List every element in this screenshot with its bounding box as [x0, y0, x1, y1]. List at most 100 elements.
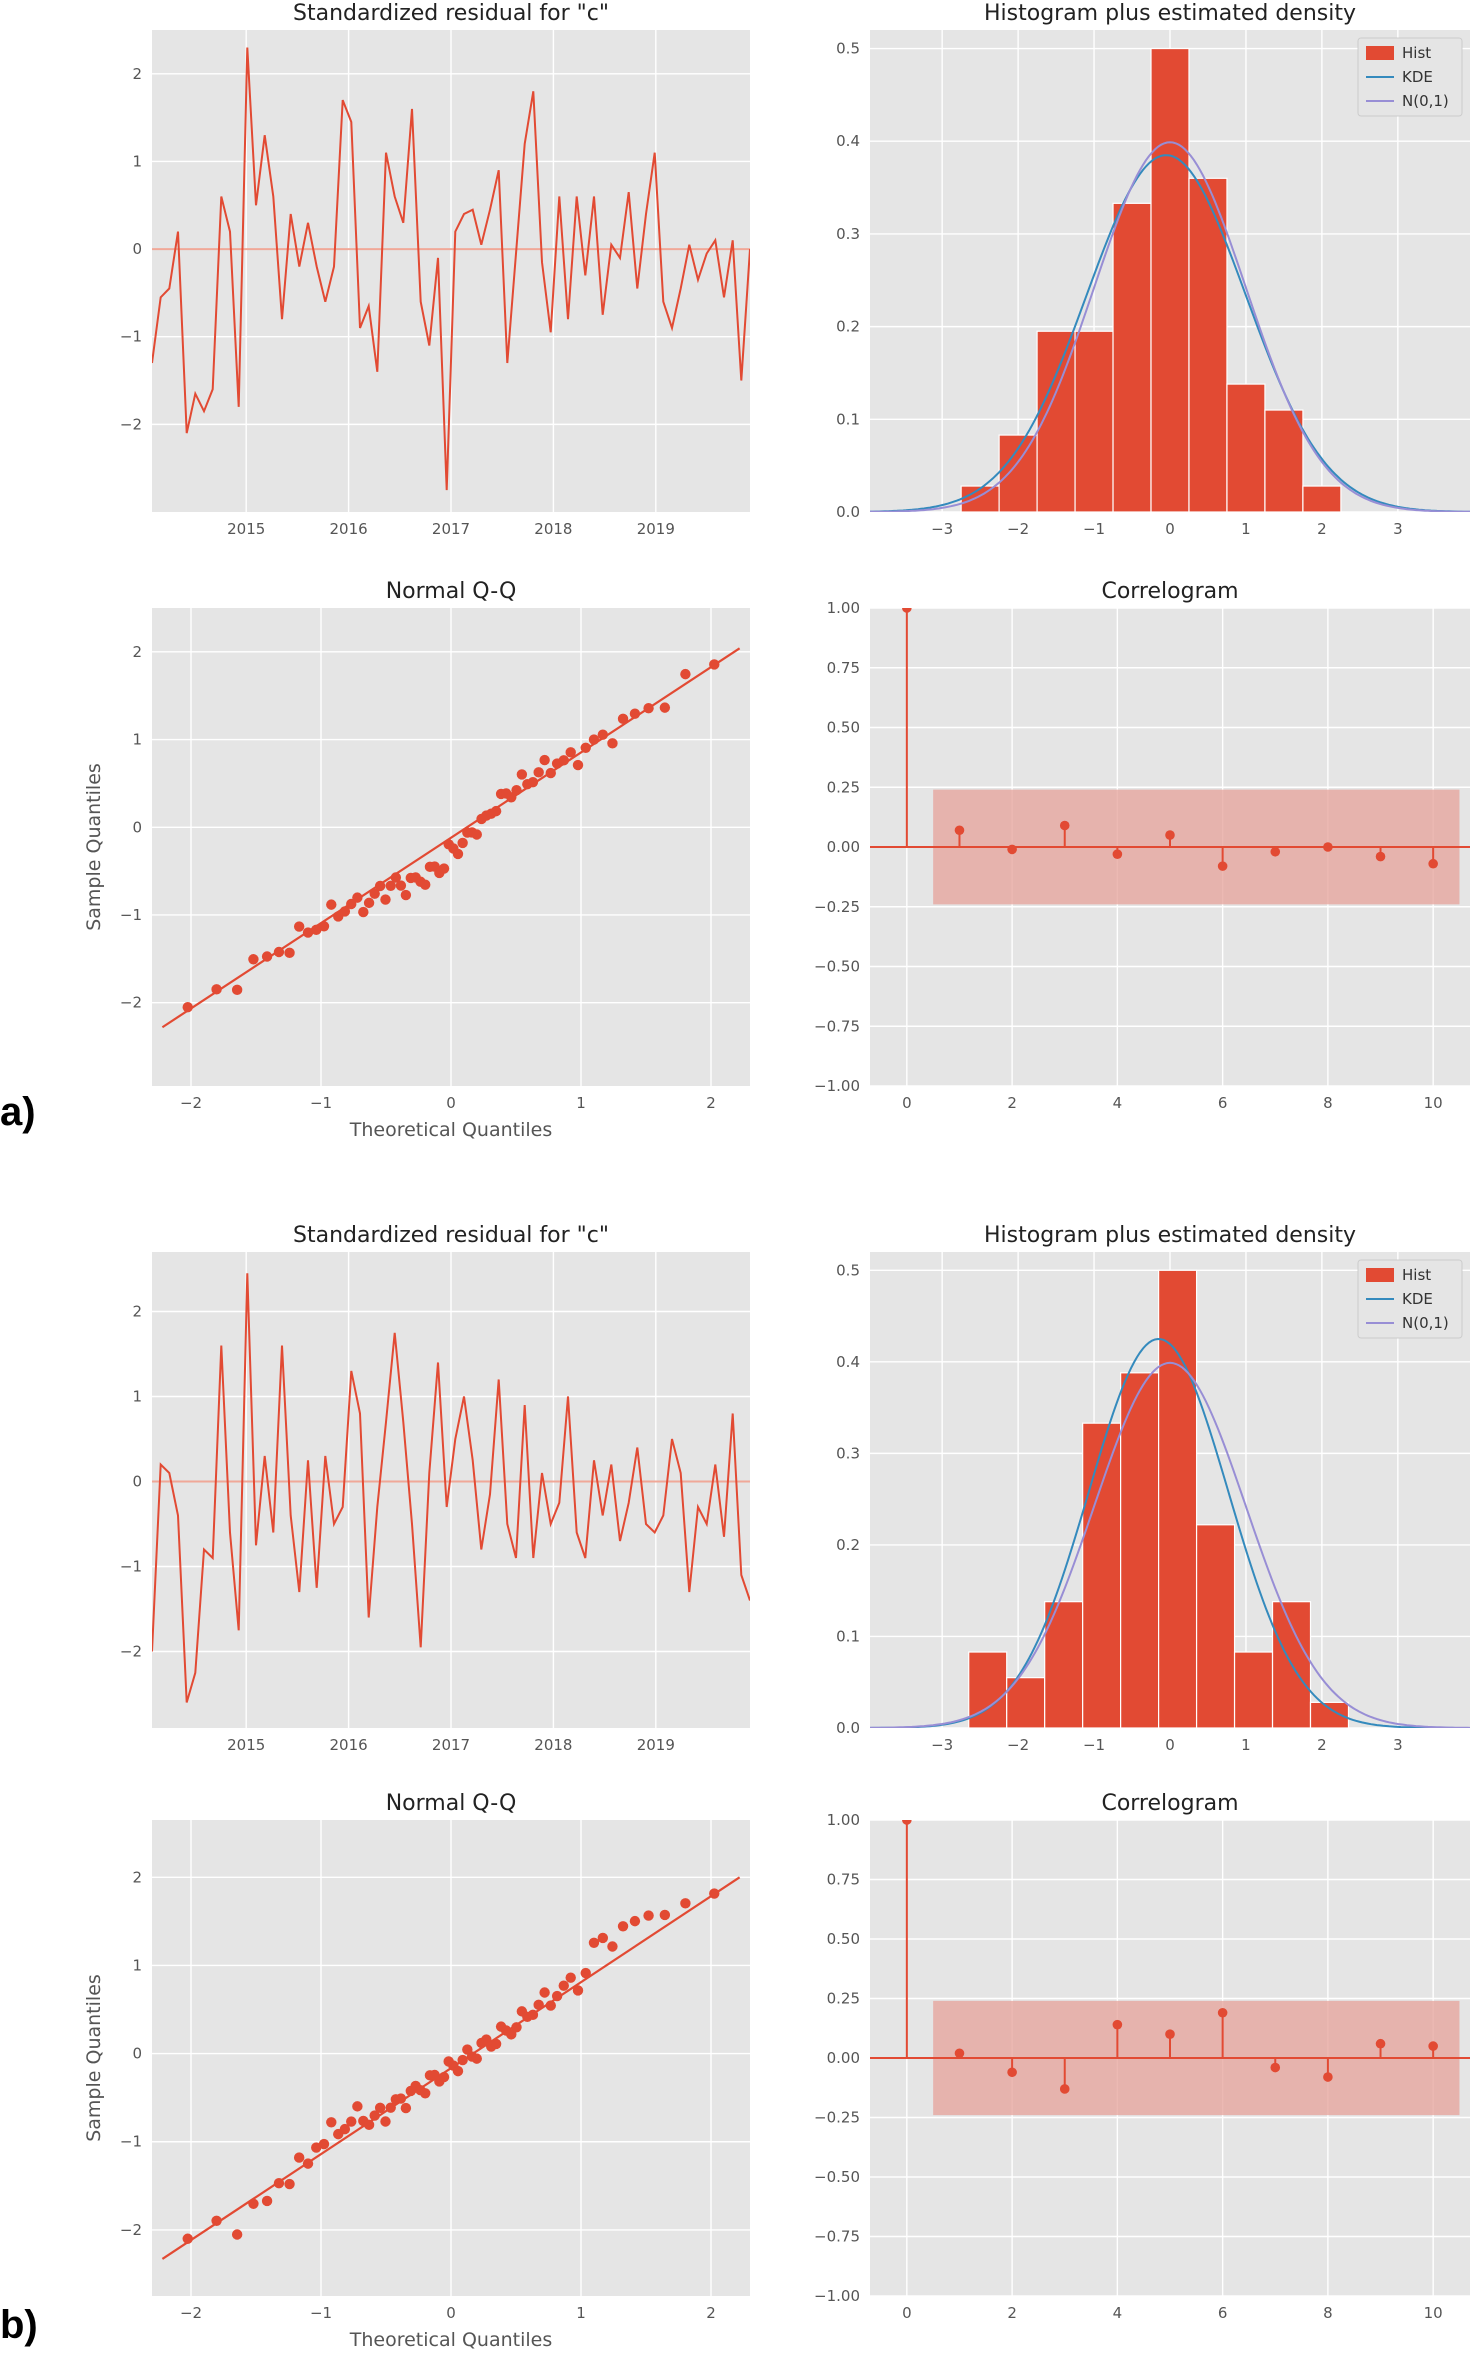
- chart-a-top-right-xtick-label: −1: [1083, 520, 1105, 538]
- chart-a-top-right-xtick-label: 0: [1165, 520, 1175, 538]
- chart-b-top-right-legend-label: N(0,1): [1402, 1314, 1449, 1332]
- chart-a-bottom-left-ytick-label: 0: [132, 818, 142, 836]
- chart-a-bottom-left-sample-point: [352, 892, 363, 903]
- chart-b-top-right-legend-label: Hist: [1402, 1266, 1431, 1284]
- chart-b-bottom-right-ytick-label: −0.75: [814, 2228, 860, 2246]
- chart-a-top-right-legend-swatch-hist: [1366, 46, 1394, 60]
- chart-a-top-left-xtick-label: 2018: [534, 520, 572, 538]
- chart-b-bottom-left-sample-point: [539, 1987, 550, 1998]
- chart-a-bottom-left-sample-point: [457, 837, 468, 849]
- chart-b-top-right-xtick-label: 0: [1165, 1736, 1175, 1754]
- chart-a-bottom-left-sample-point: [211, 984, 222, 995]
- panel-label-b: b): [0, 2303, 38, 2347]
- chart-a-bottom-left-sample-point: [231, 984, 243, 996]
- chart-a-bottom-left-sample-point: [318, 921, 330, 932]
- chart-b-top-left-ytick-label: −2: [120, 1643, 142, 1661]
- chart-b-top-right-ytick-label: 0.4: [836, 1353, 860, 1371]
- chart-b-top-right-ytick-label: 0.1: [836, 1627, 860, 1645]
- chart-b-bottom-left-xlabel: Theoretical Quantiles: [349, 2329, 552, 2351]
- chart-a-top-right-hist-bar: [960, 485, 1000, 512]
- chart-b-top-left-ytick-label: −1: [120, 1558, 142, 1576]
- chart-a-bottom-left-sample-point: [607, 738, 618, 749]
- chart-b-top-left-ytick-label: 0: [132, 1473, 142, 1491]
- chart-b-bottom-right-title: Correlogram: [1101, 1791, 1238, 1816]
- chart-a-bottom-left-ylabel: Sample Quantiles: [83, 763, 105, 931]
- chart-a-bottom-left-sample-point: [527, 777, 539, 788]
- chart-a-bottom-left-sample-point: [369, 888, 380, 899]
- chart-b-bottom-left-sample-point: [231, 2229, 243, 2240]
- chart-b-bottom-left-sample-point: [527, 2009, 539, 2021]
- chart-b-bottom-left-sample-point: [248, 2198, 259, 2209]
- chart-a-top-right-xtick-label: 3: [1393, 520, 1403, 538]
- chart-b-top-left-title: Standardized residual for "c": [293, 1223, 609, 1248]
- chart-b-bottom-left-sample-point: [395, 2093, 407, 2104]
- chart-a-bottom-left-sample-point: [326, 899, 337, 910]
- chart-a-top-right-xtick-label: −3: [931, 520, 953, 538]
- chart-a-bottom-left-ytick-label: 2: [132, 643, 142, 661]
- chart-b-bottom-right-ytick-label: 0.75: [827, 1871, 860, 1889]
- chart-a-bottom-left-sample-point: [390, 872, 402, 883]
- chart-a-bottom-left-ytick-label: −2: [120, 994, 142, 1012]
- chart-a-bottom-left-sample-point: [358, 906, 369, 918]
- chart-b-bottom-left-ytick-label: −2: [120, 2221, 142, 2239]
- chart-b-top-right-legend-label: KDE: [1402, 1290, 1433, 1308]
- chart-a-top-right-legend-label: KDE: [1402, 68, 1433, 86]
- chart-a-bottom-left-sample-point: [380, 894, 391, 905]
- chart-a-bottom-left-sample-point: [629, 708, 641, 719]
- chart-a-top-right-hist-bar: [1302, 485, 1342, 512]
- chart-a-top-left-ytick-label: 2: [132, 65, 142, 83]
- chart-b-bottom-left-sample-point: [438, 2071, 450, 2083]
- chart-b-bottom-right-stem-marker: [1112, 2019, 1123, 2030]
- chart-b-bottom-right-stem-marker: [1428, 2041, 1438, 2051]
- chart-a-bottom-left-sample-point: [709, 659, 720, 670]
- chart-b-top-right-hist-bar: [1233, 1651, 1274, 1728]
- chart-b-top-right-hist-bar: [1082, 1422, 1122, 1728]
- chart-b-bottom-left-sample-point: [318, 2138, 330, 2150]
- chart-a-top-right-xtick-label: 2: [1317, 520, 1327, 538]
- chart-a-bottom-right-stem-marker: [1323, 842, 1333, 852]
- chart-a-top-right-ytick-label: 0.3: [836, 225, 860, 243]
- chart-a-top-right-normal-curve: [870, 141, 1470, 512]
- chart-a-top-left-ytick-label: 0: [132, 240, 142, 258]
- chart-b-bottom-left-sample-point: [607, 1941, 618, 1952]
- chart-a-top-left-xtick-label: 2017: [432, 520, 470, 538]
- chart-a-bottom-left-title: Normal Q-Q: [386, 579, 517, 604]
- chart-a-bottom-right-ytick-label: 1.00: [827, 599, 860, 617]
- chart-b-bottom-left-sample-point: [400, 2102, 412, 2114]
- chart-a-top-right-ytick-label: 0.0: [836, 503, 860, 521]
- chart-a-bottom-right-ytick-label: −0.25: [814, 898, 860, 916]
- chart-b-bottom-right-stem-marker: [1165, 2029, 1175, 2039]
- chart-a-top-left-marks: [152, 47, 750, 491]
- chart-a-bottom-left-sample-point: [248, 954, 259, 965]
- chart-b-bottom-left-sample-point: [764, 1832, 774, 1842]
- chart-b-bottom-left-sample-point: [346, 2116, 357, 2127]
- chart-b-bottom-right-ytick-label: 0.00: [827, 2049, 860, 2067]
- chart-a-bottom-left-xlabel: Theoretical Quantiles: [349, 1119, 552, 1141]
- chart-b-top-right-xtick-label: 2: [1317, 1736, 1327, 1754]
- chart-b-bottom-right-ytick-label: −0.50: [814, 2168, 860, 2186]
- chart-b-top-right-normal-curve: [870, 1361, 1470, 1728]
- chart-a-bottom-left-marks: [161, 647, 741, 1029]
- chart-a-bottom-left-sample-point: [533, 767, 544, 778]
- chart-a-bottom-right-ytick-label: 0.50: [827, 719, 860, 737]
- chart-a-bottom-left-sample-point: [452, 848, 464, 860]
- chart-b-bottom-left-sample-point: [211, 2215, 222, 2226]
- chart-a-bottom-right-stem-marker: [954, 825, 965, 836]
- chart-b-bottom-left-sample-point: [680, 1898, 691, 1909]
- chart-b-top-right-title: Histogram plus estimated density: [984, 1223, 1356, 1248]
- chart-a-bottom-right-stem-marker: [1165, 830, 1175, 840]
- chart-a-bottom-right-ytick-label: 0.25: [827, 778, 860, 796]
- chart-b-bottom-left-sample-point: [293, 2152, 305, 2163]
- chart-a-bottom-left-sample-point: [617, 713, 629, 725]
- chart-a-top-left-xtick-label: 2019: [637, 520, 675, 538]
- chart-b-bottom-left-sample-point: [558, 1980, 569, 1991]
- chart-a-top-right-legend-label: N(0,1): [1402, 92, 1449, 110]
- chart-a-bottom-left: −2 −1 0 1 2 −2 −1 0 1 2 Normal Q-Q Theoretical Quan…: [83, 579, 750, 1141]
- chart-b-top-right-xtick-label: −1: [1083, 1736, 1105, 1754]
- chart-b-bottom-left-sample-point: [374, 2102, 386, 2114]
- chart-a-bottom-right-title: Correlogram: [1101, 579, 1238, 604]
- chart-a-bottom-left-sample-point: [374, 880, 386, 892]
- chart-b-top-right-xtick-label: −2: [1007, 1736, 1029, 1754]
- chart-b-top-left-ytick-label: 1: [132, 1388, 142, 1406]
